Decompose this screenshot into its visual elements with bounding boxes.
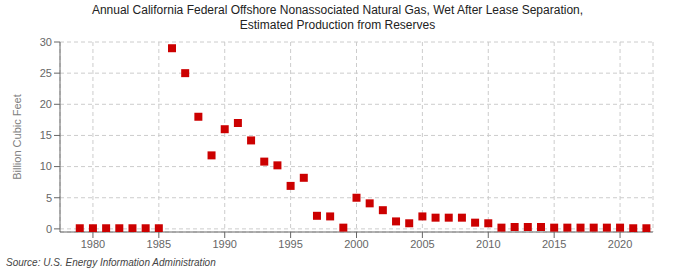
svg-text:10: 10 <box>40 160 52 172</box>
svg-text:5: 5 <box>46 192 52 204</box>
svg-text:1980: 1980 <box>81 238 105 250</box>
svg-text:1990: 1990 <box>212 238 236 250</box>
svg-text:2005: 2005 <box>410 238 434 250</box>
svg-text:15: 15 <box>40 129 52 141</box>
svg-text:1995: 1995 <box>278 238 302 250</box>
svg-text:30: 30 <box>40 36 52 48</box>
svg-text:0: 0 <box>46 223 52 235</box>
html-text:Estimated Production from Rese: Estimated Production from Reserves <box>239 18 436 32</box>
svg-text:25: 25 <box>40 67 52 79</box>
svg-text:1985: 1985 <box>147 238 171 250</box>
svg-text:Billion Cubic Feet: Billion Cubic Feet <box>11 94 23 180</box>
svg-text:2010: 2010 <box>476 238 500 250</box>
svg-text:2015: 2015 <box>542 238 566 250</box>
svg-text:2020: 2020 <box>608 238 632 250</box>
svg-text:2000: 2000 <box>344 238 368 250</box>
html-text:Annual California Federal Offs: Annual California Federal Offshore Nonas… <box>91 3 584 17</box>
svg-text:20: 20 <box>40 98 52 110</box>
html-text:Source: U.S. Energy Informatio: Source: U.S. Energy Information Administ… <box>6 257 216 268</box>
